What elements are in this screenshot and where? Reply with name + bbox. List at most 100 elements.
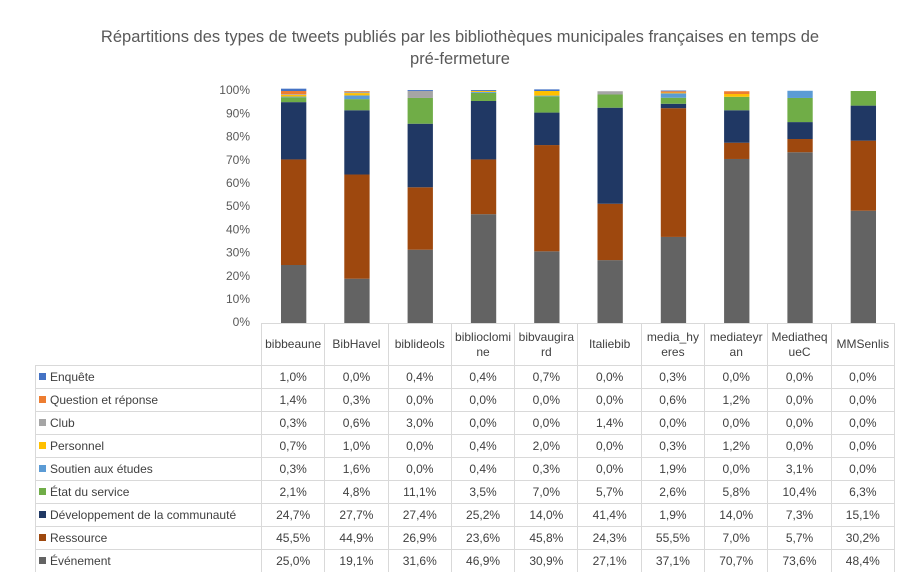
legend-label: Soutien aux études <box>50 462 153 476</box>
bar-segment <box>534 89 560 91</box>
legend-label: Ressource <box>50 531 108 545</box>
table-header: bibbeaune BibHavel biblideols biblioclomine… <box>35 323 895 366</box>
bar-segment <box>407 90 433 91</box>
value-label: 15,1% <box>830 503 895 527</box>
value-label: 0,0% <box>387 434 452 458</box>
y-tick-label: 40% <box>226 222 250 236</box>
category-label: biblioclomine <box>450 323 516 366</box>
value-label: 0,0% <box>830 411 895 435</box>
value-label: 1,2% <box>704 388 769 412</box>
value-label: 0,0% <box>577 457 642 481</box>
value-label: 73,6% <box>767 549 832 572</box>
bar-segment <box>724 142 750 159</box>
bar-segment <box>280 102 307 160</box>
value-label: 3,0% <box>387 411 452 435</box>
bar-segment <box>724 158 750 323</box>
bar-segment <box>660 103 687 109</box>
table-row: Développement de la communauté 24,7% 27,7%… <box>35 503 895 527</box>
table-row: Événement 25,0% 19,1% 31,6% 46,9% 30,9% 27,1% 3… <box>35 549 895 572</box>
value-label: 10,4% <box>767 480 832 504</box>
value-label: 55,5% <box>640 526 706 550</box>
bar-segment <box>280 265 307 323</box>
bar-segment <box>660 93 687 98</box>
bar-segment <box>280 94 307 97</box>
value-label: 0,0% <box>514 388 579 412</box>
bar-segment <box>660 108 687 237</box>
category-label: mediateyran <box>704 323 769 366</box>
value-label: 6,3% <box>830 480 895 504</box>
value-label: 0,6% <box>324 411 389 435</box>
bar-segment <box>850 140 877 211</box>
bar-segment <box>470 91 497 93</box>
value-label: 7,0% <box>704 526 769 550</box>
category-label: BibHavel <box>324 323 389 366</box>
bar-segment <box>660 90 687 92</box>
bar-segment <box>344 91 370 94</box>
bar-segment <box>470 100 497 160</box>
value-label: 0,3% <box>324 388 389 412</box>
y-tick-label: 50% <box>226 199 250 213</box>
value-label: 0,6% <box>640 388 706 412</box>
chart-title: Répartitions des types de tweets publiés… <box>100 28 820 68</box>
legend-label: Enquête <box>50 370 95 384</box>
legend-entry: Ressource <box>35 526 262 550</box>
legend-swatch <box>39 557 46 564</box>
bar-segment <box>660 97 687 104</box>
bar-segment <box>787 152 813 323</box>
value-label: 46,9% <box>450 549 516 572</box>
legend-entry: Club <box>35 411 262 435</box>
value-label: 1,0% <box>324 434 389 458</box>
legend-entry: Question et réponse <box>35 388 262 412</box>
legend-entry: Développement de la communauté <box>35 503 262 527</box>
y-tick-label: 70% <box>226 153 250 167</box>
value-label: 5,7% <box>767 526 832 550</box>
value-label: 0,0% <box>450 411 516 435</box>
value-label: 0,0% <box>514 411 579 435</box>
bar-segment <box>787 122 813 140</box>
legend-swatch <box>39 396 46 403</box>
category-label: biblideols <box>387 323 452 366</box>
table-row: Soutien aux études 0,3% 1,6% 0,0% 0,4% 0,3% 0,… <box>35 457 895 481</box>
bar-segment <box>787 90 813 98</box>
value-label: 19,1% <box>324 549 389 572</box>
value-label: 0,0% <box>767 434 832 458</box>
bar-segment <box>597 107 623 204</box>
bar-segment <box>787 97 813 123</box>
legend-swatch <box>39 465 46 472</box>
legend-label: Événement <box>50 554 111 568</box>
bar-segment <box>344 110 370 175</box>
bar-segment <box>534 96 560 113</box>
value-label: 0,0% <box>767 411 832 435</box>
value-label: 25,2% <box>450 503 516 527</box>
value-label: 0,0% <box>577 434 642 458</box>
blank-cell <box>35 323 262 366</box>
value-label: 0,0% <box>830 434 895 458</box>
value-label: 5,8% <box>704 480 769 504</box>
value-label: 0,4% <box>450 365 516 389</box>
y-tick-label: 90% <box>226 106 250 120</box>
y-tick-label: 30% <box>226 246 250 260</box>
legend-swatch <box>39 488 46 495</box>
value-label: 27,7% <box>324 503 389 527</box>
bar-segment <box>660 236 687 323</box>
bar-segment <box>280 96 307 98</box>
value-label: 37,1% <box>640 549 706 572</box>
table-row: Ressource 45,5% 44,9% 26,9% 23,6% 45,8% 24,3% 5… <box>35 526 895 550</box>
bar-segment <box>850 105 877 141</box>
value-label: 1,6% <box>324 457 389 481</box>
bar-segment <box>280 94 307 95</box>
value-label: 4,8% <box>324 480 389 504</box>
bar-segment <box>407 187 433 250</box>
legend-entry: Enquête <box>35 365 262 389</box>
bar-segment <box>407 123 433 188</box>
category-label: Italiebib <box>577 323 642 366</box>
value-label: 0,0% <box>830 388 895 412</box>
bar-segment <box>280 97 307 103</box>
bar-segment <box>470 92 497 101</box>
y-tick-label: 80% <box>226 130 250 144</box>
bar-segment <box>597 260 623 323</box>
bar-segment <box>597 203 623 261</box>
table-row: Personnel 0,7% 1,0% 0,0% 0,4% 2,0% 0,0% 0,3% 1,2… <box>35 434 895 458</box>
value-label: 24,7% <box>260 503 326 527</box>
value-label: 0,0% <box>767 365 832 389</box>
